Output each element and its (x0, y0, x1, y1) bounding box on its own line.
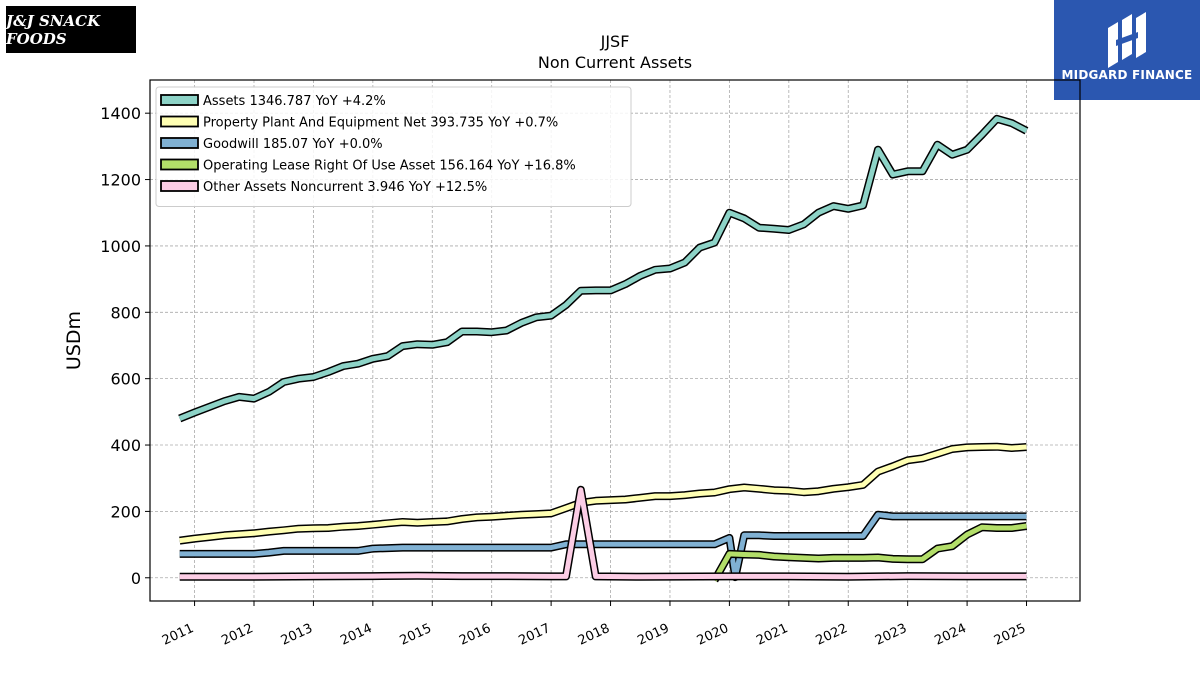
x-tick-label: 2024 (932, 621, 968, 649)
chart-subtitle: Non Current Assets (538, 53, 692, 72)
x-tick-label: 2015 (398, 621, 434, 649)
x-tick-label: 2017 (516, 621, 552, 649)
legend-label: Other Assets Noncurrent 3.946 YoY +12.5% (203, 180, 487, 195)
y-tick-label: 0 (131, 569, 141, 588)
x-tick-label: 2023 (873, 621, 909, 649)
legend: Assets 1346.787 YoY +4.2% Property Plant … (155, 86, 632, 207)
legend-swatch (160, 158, 199, 171)
y-tick-label: 200 (110, 502, 141, 521)
plot-area (149, 79, 1081, 602)
x-tick-label: 2022 (814, 621, 850, 649)
y-tick-label: 1400 (100, 104, 141, 123)
legend-label: Assets 1346.787 YoY +4.2% (203, 94, 386, 109)
legend-label: Operating Lease Right Of Use Asset 156.1… (203, 159, 576, 174)
brand-logo-text: MIDGARD FINANCE (1061, 68, 1193, 82)
y-tick-label: 400 (110, 436, 141, 455)
series-0 (178, 114, 1029, 423)
x-tick-label: 2016 (457, 621, 493, 649)
y-tick-label: 1200 (100, 171, 141, 190)
series-3 (711, 522, 1028, 583)
brand-logo: MIDGARD FINANCE (1054, 0, 1200, 100)
x-tick-label: 2013 (279, 621, 315, 649)
x-tick-label: 2019 (635, 621, 671, 649)
x-tick-label: 2021 (754, 621, 790, 649)
x-tick-label: 2014 (338, 621, 374, 649)
brand-emblem-icon (1108, 12, 1146, 68)
company-logo-text: J&J SNACK FOODS (6, 11, 101, 48)
legend-swatch (160, 137, 199, 149)
legend-swatch (160, 115, 199, 128)
series-line (712, 523, 1027, 582)
legend-label: Property Plant And Equipment Net 393.735… (203, 116, 558, 131)
chart-title: JJSF (600, 32, 630, 51)
series-4 (179, 485, 1027, 581)
series-line (179, 444, 1027, 544)
series-1 (179, 442, 1027, 545)
y-axis-label: USDm (63, 311, 85, 370)
legend-box (155, 86, 632, 207)
x-tick-label: 2018 (576, 621, 612, 649)
x-tick-label: 2020 (695, 621, 731, 649)
series-line (178, 116, 1028, 421)
legend-swatch (160, 94, 199, 106)
company-logo: J&J SNACK FOODS (6, 6, 136, 53)
series-2 (179, 510, 1027, 582)
y-tick-label: 600 (110, 370, 141, 389)
y-tick-label: 800 (110, 303, 141, 322)
x-tick-label: 2012 (219, 621, 255, 649)
y-tick-label: 1000 (100, 237, 141, 256)
series-line (179, 487, 1027, 580)
x-tick-label: 2025 (992, 621, 1028, 649)
series-lines (178, 114, 1029, 583)
legend-swatch (160, 180, 199, 192)
legend-label: Goodwill 185.07 YoY +0.0% (203, 137, 383, 152)
series-line (179, 512, 1027, 580)
x-tick-label: 2011 (160, 621, 196, 649)
